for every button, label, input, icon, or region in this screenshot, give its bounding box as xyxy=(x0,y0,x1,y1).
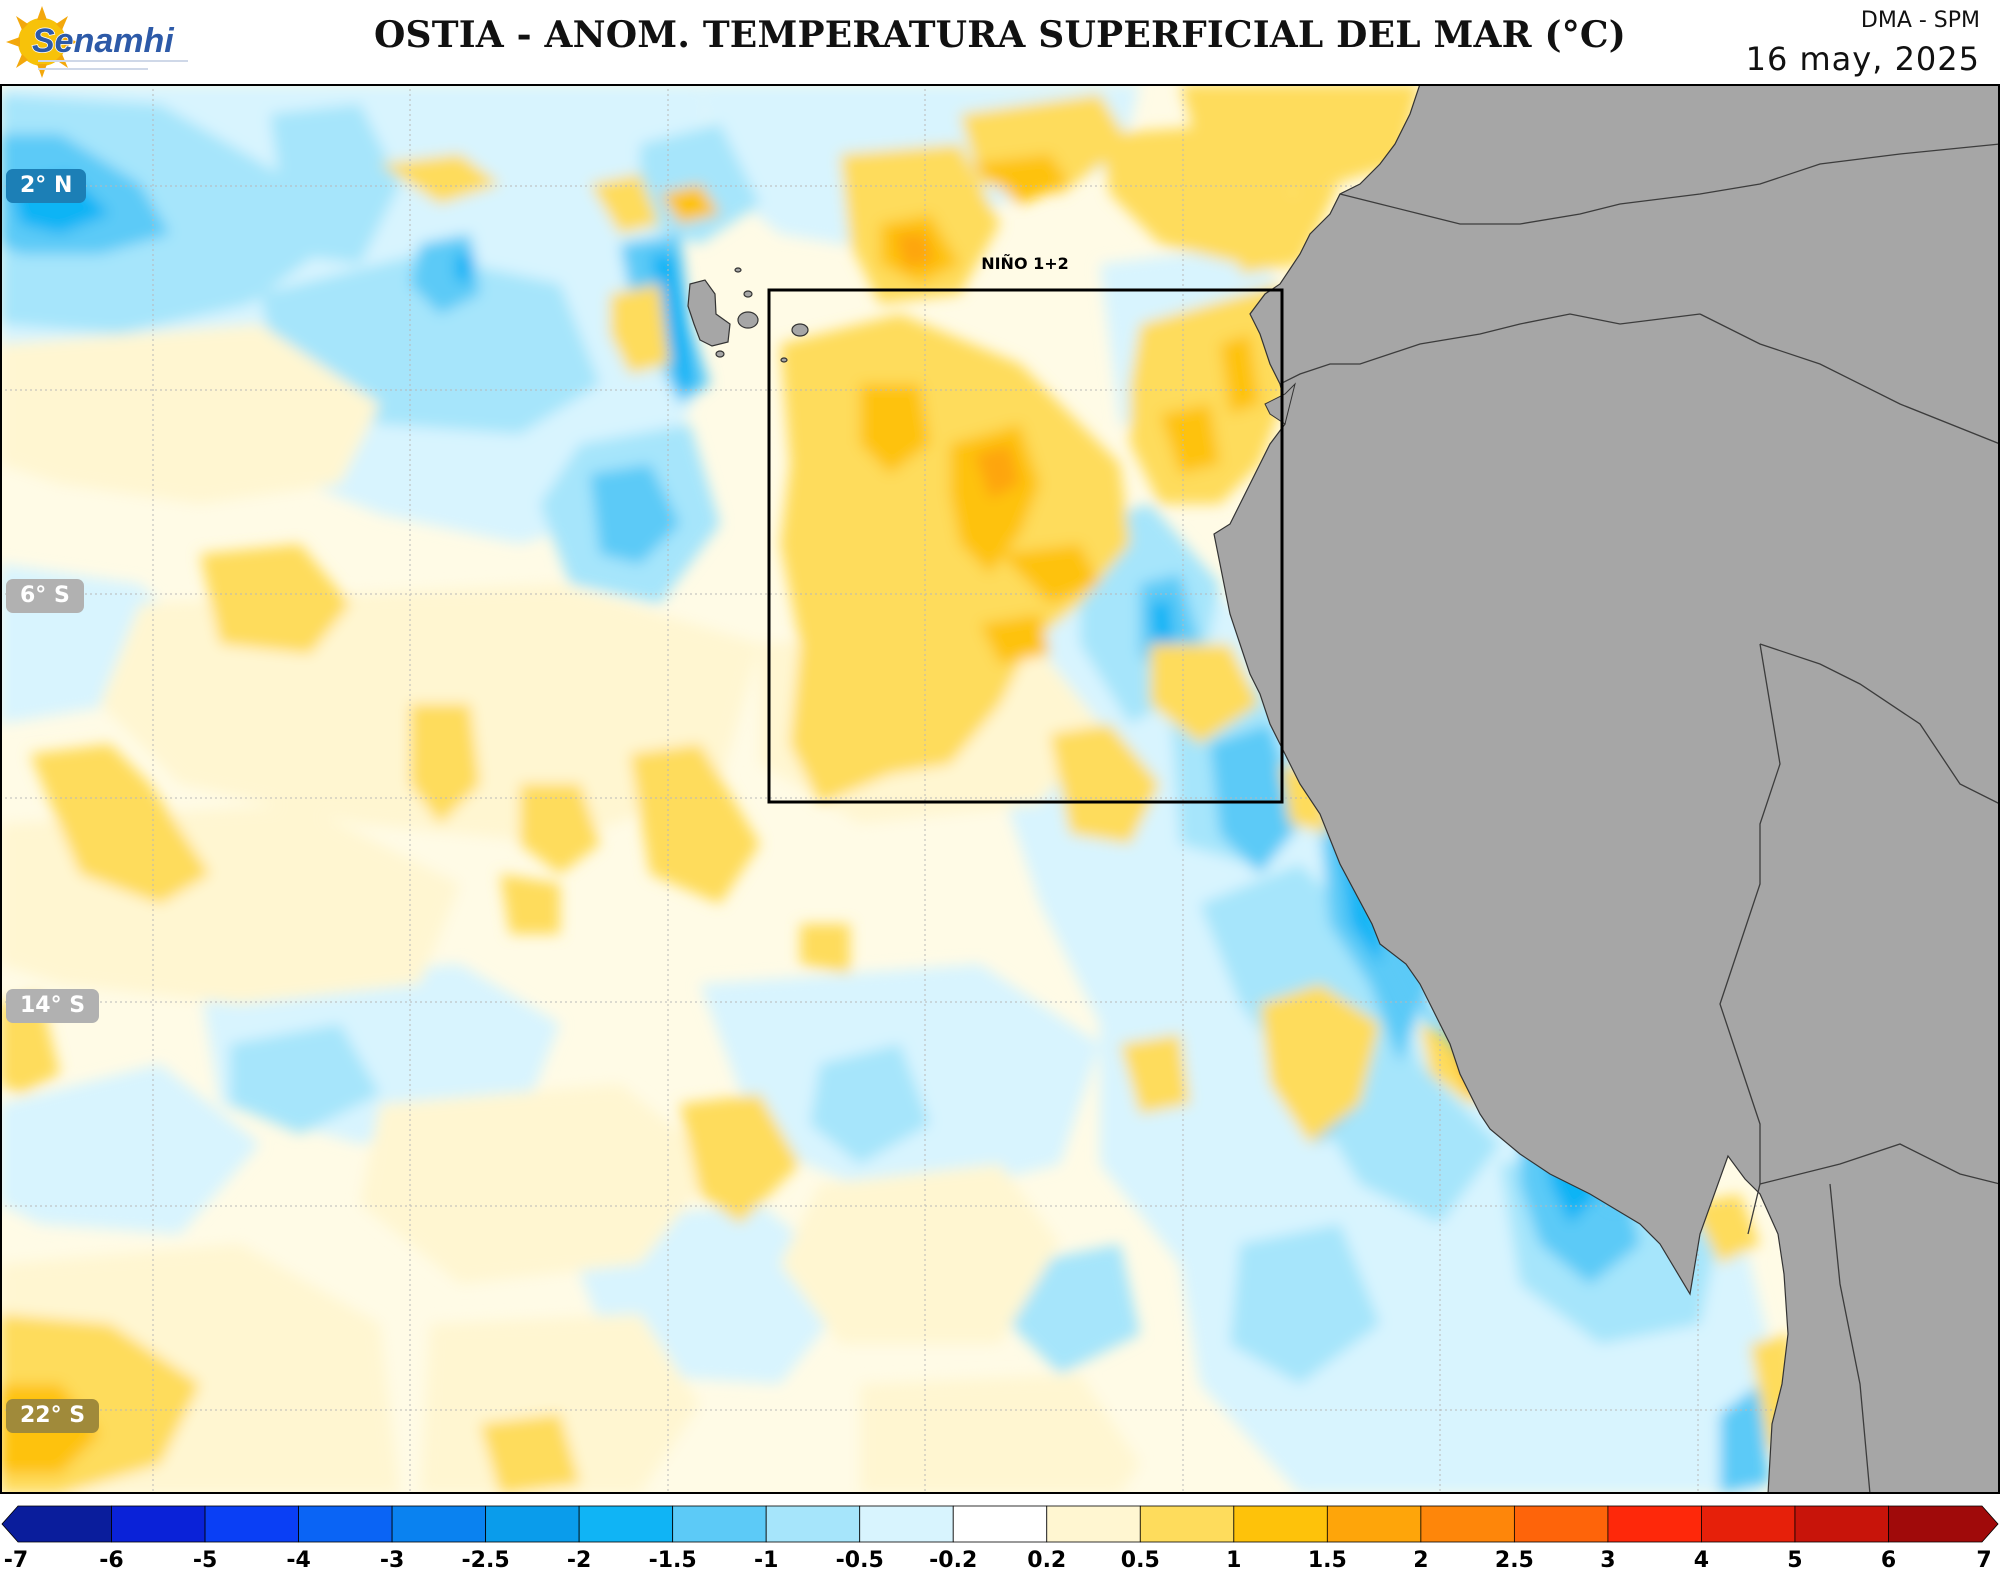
colorbar-segment xyxy=(1794,1505,1889,1543)
senamhi-logo: Senamhi xyxy=(6,6,188,78)
colorbar xyxy=(1,1505,1999,1543)
colorbar-tick-label: 2 xyxy=(1413,1548,1429,1573)
south-america-land xyxy=(1213,84,2000,1494)
agency-label: DMA - SPM xyxy=(1860,8,1980,33)
lat-label-22s: 22° S xyxy=(6,1399,100,1433)
colorbar-tick-label: -1 xyxy=(753,1548,779,1573)
colorbar-segment xyxy=(1607,1505,1702,1543)
colorbar-segment xyxy=(485,1505,580,1543)
colorbar-segment xyxy=(1046,1505,1141,1543)
colorbar-segment xyxy=(859,1505,954,1543)
colorbar-tick-label: 0.5 xyxy=(1120,1548,1160,1573)
colorbar-tick-label: 1 xyxy=(1226,1548,1242,1573)
colorbar-segment xyxy=(1233,1505,1328,1543)
colorbar-tick-label: -4 xyxy=(286,1548,311,1573)
colorbar-segment xyxy=(1888,1505,1999,1543)
colorbar-segment xyxy=(1701,1505,1796,1543)
sst-anomaly-map: NIÑO 1+2 xyxy=(0,84,2000,1494)
colorbar-segment xyxy=(1139,1505,1235,1543)
colorbar-segment xyxy=(1326,1505,1422,1543)
colorbar-tick-label: 1.5 xyxy=(1307,1548,1347,1573)
lat-label-14s: 14° S xyxy=(6,989,100,1023)
lat-label-6s: 6° S xyxy=(6,579,84,613)
colorbar-tick-label: 5 xyxy=(1787,1548,1803,1573)
colorbar-segment xyxy=(1,1505,112,1543)
colorbar-tick-label: 7 xyxy=(1976,1548,1992,1573)
colorbar-segment xyxy=(1420,1505,1515,1543)
colorbar-segment xyxy=(672,1505,767,1543)
colorbar-segment xyxy=(298,1505,393,1543)
lat-label-2n: 2° N xyxy=(6,169,87,203)
sun-icon xyxy=(6,6,78,78)
colorbar-tick-label: -6 xyxy=(99,1548,124,1573)
nino-12-box xyxy=(767,288,1284,804)
colorbar-tick-label: 4 xyxy=(1693,1548,1710,1573)
header: Senamhi OSTIA - ANOM. TEMPERATURA SUPERF… xyxy=(0,0,2000,84)
colorbar-segments xyxy=(1,1505,1999,1543)
colorbar-segment xyxy=(952,1505,1048,1543)
colorbar-segment xyxy=(765,1505,861,1543)
colorbar-tick-label: -7 xyxy=(3,1548,29,1573)
date-label: 16 may, 2025 xyxy=(1745,40,1980,78)
colorbar-tick-label: 6 xyxy=(1880,1548,1897,1573)
colorbar-tick-label: -3 xyxy=(379,1548,405,1573)
colorbar-tick-label: 2.5 xyxy=(1494,1548,1534,1573)
colorbar-tick-label: -0.5 xyxy=(835,1548,884,1573)
country-borders xyxy=(1279,143,2000,1494)
colorbar-tick-label: 3 xyxy=(1600,1548,1616,1573)
logo-text: Senamhi xyxy=(32,22,175,60)
colorbar-segment xyxy=(578,1505,674,1543)
colorbar-segment xyxy=(1513,1505,1609,1543)
colorbar-tick-label: -2 xyxy=(566,1548,592,1573)
nino-12-label: NIÑO 1+2 xyxy=(981,254,1069,273)
colorbar-tick-label: -1.5 xyxy=(648,1548,697,1573)
page-title: OSTIA - ANOM. TEMPERATURA SUPERFICIAL DE… xyxy=(373,14,1627,56)
colorbar-ticks: -7 -6 -5 -4 -3 -2.5 -2 -1.5 -1 -0.5 -0.2 0.2 0.5 1 1.5… xyxy=(0,1548,2000,1578)
colorbar-tick-label: -0.2 xyxy=(929,1548,978,1573)
colorbar-segment xyxy=(204,1505,299,1543)
colorbar-tick-label: 0.2 xyxy=(1027,1548,1067,1573)
galapagos-islands xyxy=(687,267,809,363)
colorbar-tick-label: -2.5 xyxy=(461,1548,510,1573)
colorbar-tick-label: -5 xyxy=(192,1548,218,1573)
colorbar-segment xyxy=(111,1505,206,1543)
colorbar-segment xyxy=(391,1505,487,1543)
